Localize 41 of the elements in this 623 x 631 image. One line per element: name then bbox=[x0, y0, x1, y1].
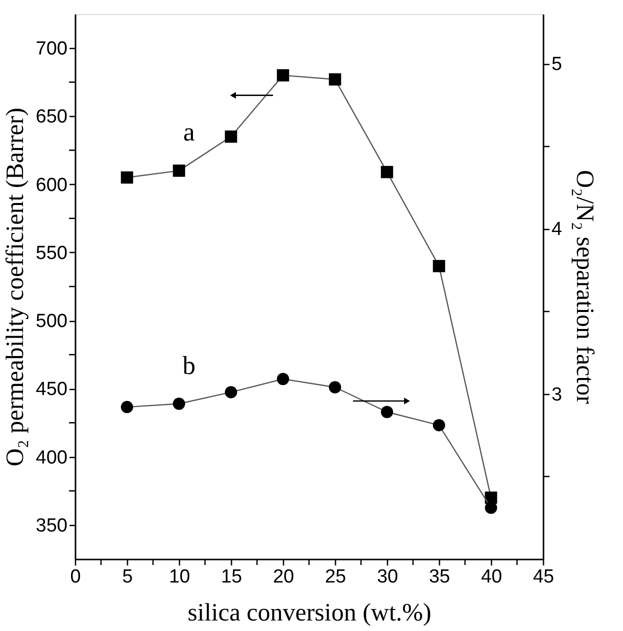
point bbox=[120, 400, 134, 414]
x-tick-label: 25 bbox=[324, 566, 346, 588]
point bbox=[224, 386, 238, 398]
x-tick-label: 20 bbox=[272, 566, 294, 588]
point bbox=[328, 73, 342, 86]
point bbox=[380, 166, 394, 178]
point bbox=[120, 171, 134, 184]
y2-axis-title: O₂/N₂ separation factor bbox=[571, 170, 598, 405]
x-tick-label: 5 bbox=[122, 566, 133, 588]
y-tick-label: 700 bbox=[36, 38, 68, 60]
x-tick-label: 35 bbox=[428, 566, 450, 588]
point bbox=[484, 502, 498, 514]
y-tick-label: 450 bbox=[36, 379, 68, 400]
y-tick-label: 650 bbox=[36, 106, 68, 128]
x-tick-label: 45 bbox=[532, 566, 554, 588]
point bbox=[276, 69, 290, 82]
point bbox=[172, 164, 186, 177]
x-tick-label: 15 bbox=[220, 566, 242, 588]
y-tick-label: 600 bbox=[36, 174, 68, 196]
x-tick-label: 30 bbox=[376, 566, 398, 588]
point bbox=[172, 398, 186, 410]
y2-tick-label: 3 bbox=[552, 384, 562, 406]
y-axis-title: O₂ permeability coefficient (Barrer) bbox=[2, 108, 29, 466]
y2-tick-label: 4 bbox=[552, 219, 562, 240]
x-axis-title: silica conversion (wt.%) bbox=[188, 600, 432, 626]
y-tick-label: 350 bbox=[36, 515, 68, 536]
x-tick-label: 10 bbox=[168, 566, 190, 588]
point bbox=[276, 372, 290, 386]
x-tick-label: 0 bbox=[70, 566, 81, 588]
y-tick-label: 400 bbox=[36, 447, 68, 468]
point bbox=[380, 406, 394, 418]
y-tick-label: 500 bbox=[36, 311, 68, 332]
point bbox=[224, 130, 238, 143]
series-label: b bbox=[182, 350, 196, 380]
point bbox=[432, 419, 446, 432]
point bbox=[328, 381, 342, 394]
point bbox=[432, 260, 446, 272]
y2-tick-label: 5 bbox=[552, 54, 562, 76]
y-tick-label: 550 bbox=[36, 242, 68, 264]
x-tick-label: 40 bbox=[480, 566, 502, 588]
series-label: a bbox=[183, 118, 196, 147]
